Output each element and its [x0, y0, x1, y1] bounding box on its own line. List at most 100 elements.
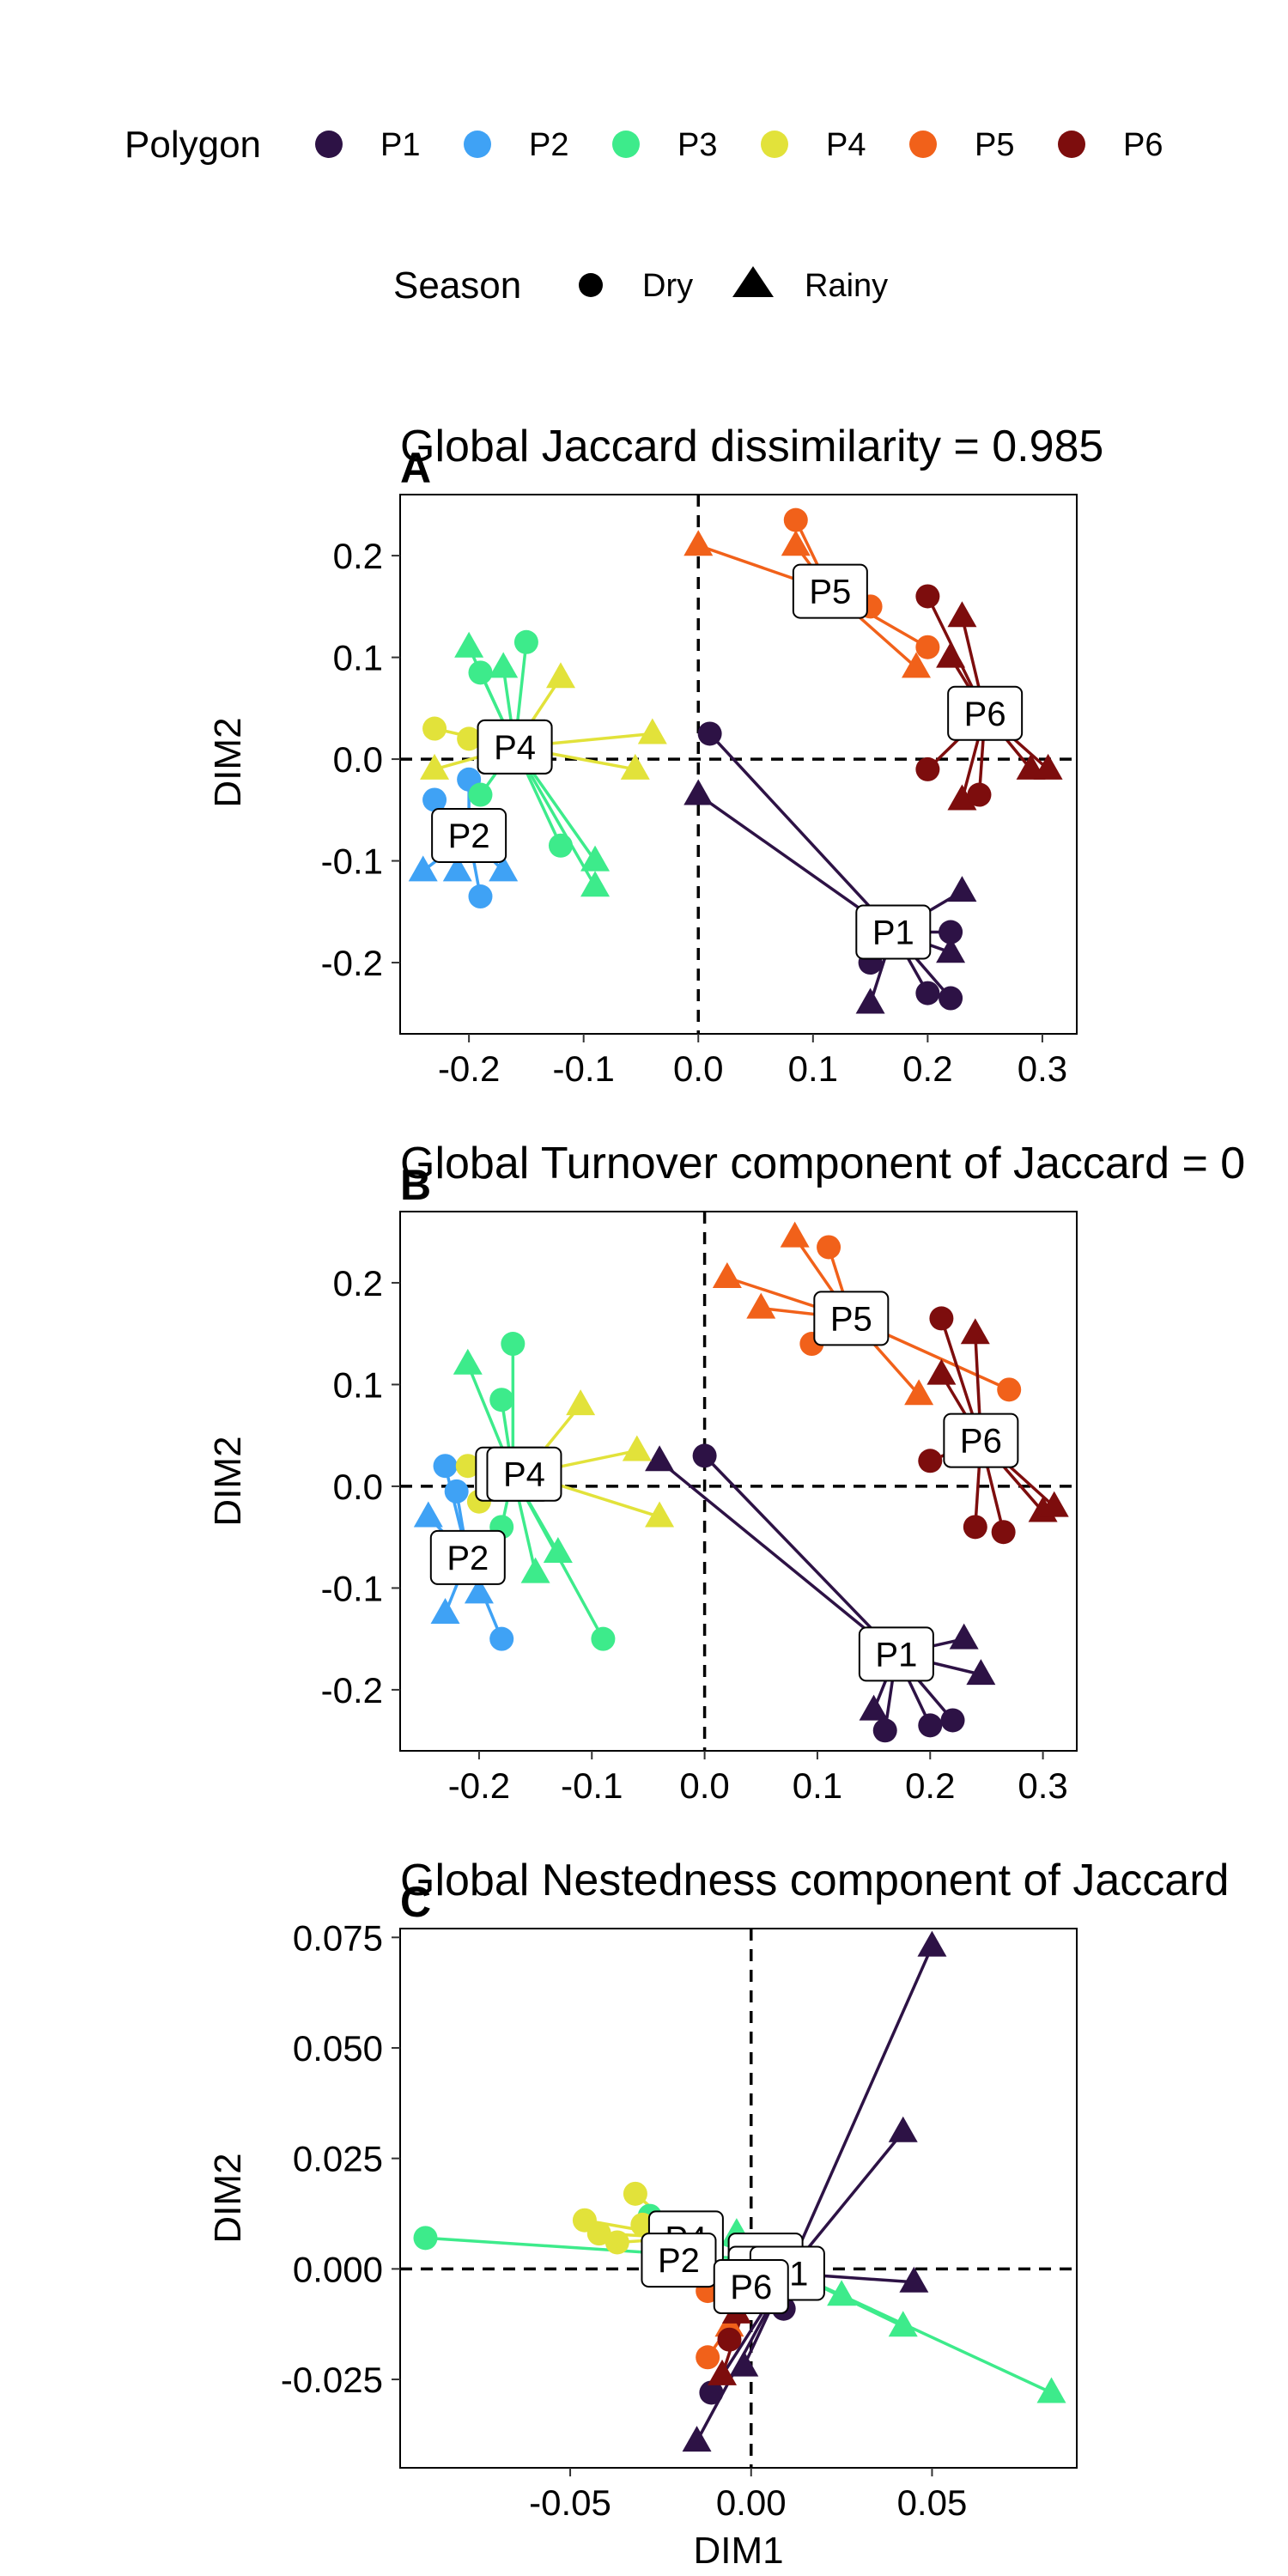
panel-c-ytick-label: 0.000 — [293, 2249, 383, 2289]
point-p4-rainy — [420, 753, 450, 780]
point-p2-rainy — [442, 855, 472, 882]
centroid-label-p4: P4 — [494, 729, 536, 767]
legend-key-p3 — [612, 131, 640, 158]
point-p3-rainy — [580, 845, 611, 872]
point-p1-dry — [699, 2380, 724, 2405]
legend-label-p3: P3 — [677, 127, 717, 163]
point-p5-rainy — [780, 1221, 810, 1248]
point-p3-rainy — [520, 1557, 550, 1583]
panel-a-ytick-label: 0.2 — [333, 536, 383, 576]
point-p1-rainy — [683, 779, 714, 805]
centroid-label-box-p2 — [429, 1529, 506, 1585]
spider-line-p1 — [703, 1455, 898, 1656]
point-p2-dry — [422, 787, 447, 812]
point-p3-rainy — [454, 631, 484, 658]
polygon-legend-title: Polygon — [125, 124, 261, 166]
point-p3-rainy — [453, 1348, 483, 1375]
panel-b-xtick-label: 0.3 — [1018, 1765, 1067, 1806]
centroid-label-box-p6 — [713, 2258, 789, 2314]
point-p3-dry — [501, 1332, 526, 1357]
panel-b: Global Turnover component of Jaccard = 0… — [207, 1139, 1245, 1806]
centroid-label-p2: P2 — [448, 817, 490, 855]
panel-b-ytick-label: -0.1 — [321, 1568, 383, 1608]
point-p1-rainy — [947, 876, 977, 902]
point-p4-dry — [605, 2230, 629, 2255]
panel-c-xtick-label: 0.05 — [897, 2482, 968, 2523]
centroid-label-p1: P1 — [872, 914, 914, 952]
point-p3-rainy — [827, 2280, 857, 2306]
panel-a-y-axis-title: DIM2 — [207, 717, 249, 807]
season-legend: Season Dry Rainy — [393, 264, 888, 307]
panel-b-letter: B — [400, 1161, 431, 1209]
panel-c-frame — [399, 1928, 1078, 2469]
centroid-label-p2: P2 — [658, 2242, 700, 2280]
point-p5-dry — [915, 635, 940, 659]
centroid-label-box-p4 — [486, 1446, 562, 1502]
panel-a-ytick-label: 0.1 — [333, 638, 383, 678]
point-p5-rainy — [712, 1262, 742, 1289]
point-p1-dry — [940, 1708, 965, 1733]
point-p1-dry — [872, 1718, 897, 1743]
panel-b-xtick-label: -0.1 — [561, 1765, 623, 1806]
point-p6-dry — [963, 1515, 987, 1540]
panel-c-letter: C — [400, 1878, 431, 1926]
panel-b-xtick-label: -0.2 — [448, 1765, 510, 1806]
centroid-label-p2: P2 — [447, 1540, 489, 1577]
point-p3-dry — [413, 2226, 438, 2251]
point-p2-dry — [433, 1454, 458, 1479]
centroid-label-box-p6 — [943, 1413, 1019, 1468]
point-p6-rainy — [927, 1358, 957, 1385]
panel-c-ytick-label: -0.025 — [281, 2360, 383, 2400]
point-p2-dry — [489, 1626, 514, 1651]
point-p1-rainy — [729, 2350, 759, 2377]
panel-a-title: Global Jaccard dissimilarity = 0.985 — [400, 422, 1103, 471]
spider-line-p1 — [658, 1459, 897, 1656]
point-p1-dry — [915, 981, 940, 1005]
legend-label-p5: P5 — [975, 127, 1014, 163]
point-p1-dry — [918, 1713, 943, 1738]
point-p6-dry — [918, 1449, 943, 1473]
point-p5-rainy — [902, 652, 932, 678]
spider-line-p1 — [708, 732, 895, 933]
legend-key-p2 — [464, 131, 491, 158]
centroid-label-box-p5 — [792, 563, 868, 619]
point-p4-rainy — [622, 1435, 652, 1461]
point-p5-rainy — [683, 530, 714, 556]
point-p2-rainy — [489, 855, 519, 882]
point-p1-dry — [939, 920, 963, 945]
point-p3-rainy — [543, 1536, 573, 1563]
point-p1-rainy — [855, 987, 885, 1014]
point-p6-dry — [929, 1306, 954, 1331]
point-p6-rainy — [947, 601, 977, 628]
point-p1-rainy — [917, 1930, 947, 1957]
point-p4-rainy — [566, 1389, 596, 1416]
point-p5-rainy — [781, 530, 811, 556]
point-p3-rainy — [1036, 2377, 1066, 2403]
point-p4-rainy — [645, 1501, 675, 1528]
legend-label-p2: P2 — [529, 127, 568, 163]
point-p3-rainy — [888, 2311, 918, 2337]
panel-b-ytick-label: -0.2 — [321, 1670, 383, 1710]
panel-b-ytick-label: 0.1 — [333, 1364, 383, 1405]
point-p6-dry — [967, 782, 992, 807]
centroid-label-box-p6 — [947, 685, 1024, 741]
centroid-label-p6: P6 — [730, 2269, 772, 2306]
point-p4-dry — [455, 1454, 480, 1479]
panel-c: Global Nestedness component of Jaccard C… — [207, 1856, 1229, 2572]
point-p6-rainy — [947, 784, 977, 811]
panel-c-xtick-label: -0.05 — [529, 2482, 611, 2523]
point-p6-rainy — [1039, 1491, 1069, 1517]
point-p3-dry — [548, 833, 573, 858]
point-p3-rainy — [489, 652, 519, 678]
panel-a: Global Jaccard dissimilarity = 0.985 A D… — [207, 422, 1103, 1089]
point-p1-rainy — [682, 2426, 712, 2452]
legend-label-p4: P4 — [826, 127, 866, 163]
point-p1-rainy — [949, 1623, 979, 1649]
point-p4-rainy — [545, 662, 575, 689]
panel-a-xtick-label: 0.3 — [1018, 1048, 1067, 1089]
point-p2-rainy — [413, 1501, 443, 1528]
centroid-label-box-p1 — [858, 1626, 934, 1682]
panel-b-ytick-label: 0.2 — [333, 1263, 383, 1303]
point-p6-dry — [915, 756, 940, 781]
point-p1-rainy — [936, 937, 966, 963]
